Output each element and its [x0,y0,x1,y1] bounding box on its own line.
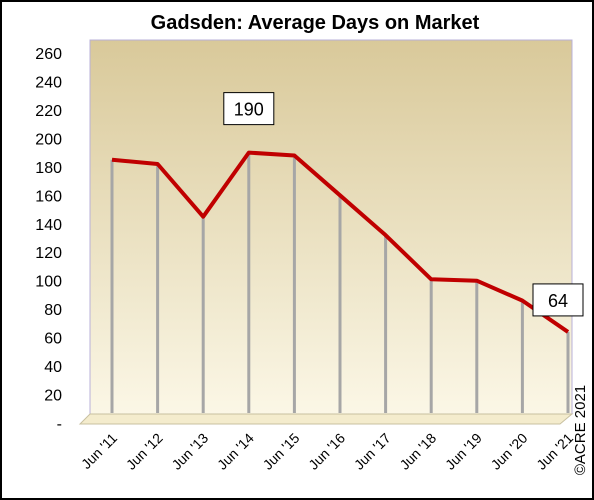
y-tick-label: 140 [35,217,62,234]
credit: ©ACRE 2021 [572,385,589,475]
plot-area [89,39,573,415]
y-tick-label: 200 [35,131,62,148]
y-tick-label: 120 [35,245,62,262]
y-tick-label: - [57,416,62,433]
chart-title: Gadsden: Average Days on Market [151,12,480,34]
series-line [111,150,570,334]
y-tick-label: 260 [35,46,62,63]
data-label-box [223,92,275,126]
y-tick-label: 80 [44,302,62,319]
plot-floor [78,413,574,425]
data-label: 64 [548,291,568,311]
y-tick-label: 20 [44,388,62,405]
y-tick-label: 60 [44,331,62,348]
y-tick-label: 180 [35,160,62,177]
data-label-box [532,283,584,317]
y-tick-label: 160 [35,188,62,205]
data-label: 190 [234,100,264,120]
y-tick-label: 100 [35,274,62,291]
y-tick-label: 240 [35,74,62,91]
y-tick-label: 220 [35,103,62,120]
y-tick-label: 40 [44,359,62,376]
